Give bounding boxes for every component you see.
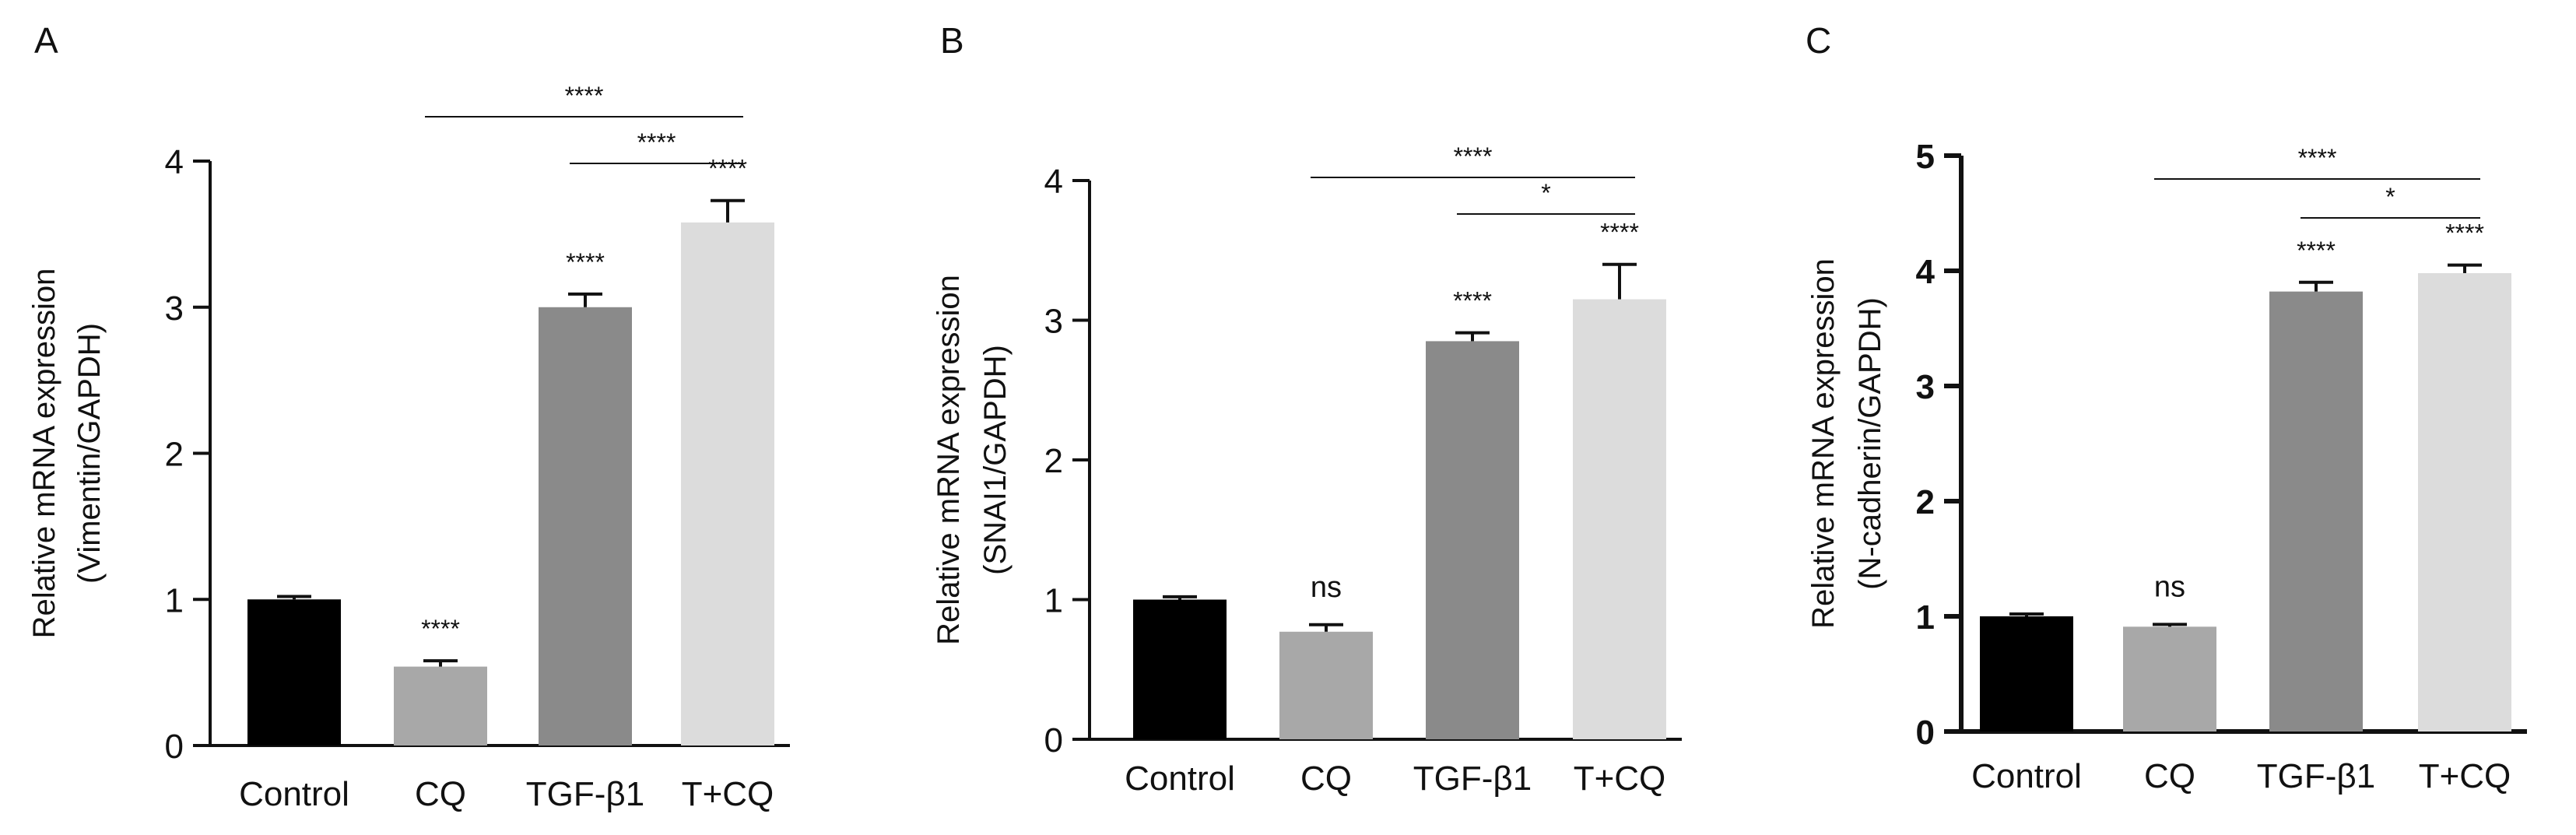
bar-tgf-1 xyxy=(2269,291,2363,732)
y-tick-label: 0 xyxy=(165,728,184,766)
bar-control xyxy=(247,599,341,746)
x-category-label: T+CQ xyxy=(1574,760,1666,798)
x-category-label: TGF-β1 xyxy=(2257,757,2375,795)
y-axis-title: (SNAI1/GAPDH) xyxy=(978,345,1013,575)
y-tick-label: 0 xyxy=(1044,721,1063,760)
bar-t-cq xyxy=(1573,299,1666,739)
bar-cq xyxy=(394,666,487,746)
bar-cq xyxy=(1279,631,1373,739)
comparison-label: **** xyxy=(565,82,604,110)
x-category-label: Control xyxy=(239,775,349,813)
panel-letter: C xyxy=(1806,20,1831,61)
y-tick-label: 2 xyxy=(165,436,184,474)
y-tick-label: 5 xyxy=(1916,138,1935,176)
x-category-label: CQ xyxy=(1300,760,1352,798)
significance-label: **** xyxy=(566,248,605,276)
bar-control xyxy=(1980,616,2073,732)
bar-cq xyxy=(2123,626,2216,732)
bar-tgf-1 xyxy=(1426,341,1519,739)
y-tick-label: 3 xyxy=(1916,368,1935,406)
x-category-label: Control xyxy=(1125,760,1235,798)
y-tick-label: 1 xyxy=(165,581,184,619)
y-tick-label: 1 xyxy=(1044,582,1063,620)
y-tick-label: 3 xyxy=(165,289,184,328)
y-axis-title: Relative mRNA expression xyxy=(27,268,61,639)
y-tick-label: 1 xyxy=(1916,598,1935,637)
panel-letter: B xyxy=(940,20,964,61)
y-tick-label: 4 xyxy=(1916,253,1936,291)
y-axis-title: Relative mRNA expression xyxy=(932,275,966,645)
significance-label: **** xyxy=(2297,237,2336,265)
significance-label: **** xyxy=(1453,287,1492,315)
comparison-label: * xyxy=(1541,179,1550,207)
x-category-label: TGF-β1 xyxy=(1413,760,1532,798)
significance-label: **** xyxy=(421,615,460,643)
comparison-label: **** xyxy=(637,128,676,156)
y-tick-label: 3 xyxy=(1044,303,1063,341)
significance-label: ns xyxy=(1311,571,1342,604)
y-tick-label: 0 xyxy=(1916,714,1935,752)
y-tick-label: 4 xyxy=(1044,163,1063,201)
y-tick-label: 4 xyxy=(165,143,184,181)
significance-label: **** xyxy=(708,155,747,183)
comparison-label: **** xyxy=(1454,142,1493,170)
comparison-label: **** xyxy=(2298,144,2337,172)
y-axis-title: Relative mRNA expression xyxy=(1806,258,1841,629)
x-category-label: T+CQ xyxy=(682,775,774,813)
bar-control xyxy=(1133,599,1227,739)
y-tick-label: 2 xyxy=(1916,483,1935,521)
x-category-label: TGF-β1 xyxy=(526,775,644,813)
panel-a: A 0 1 2 3 4 Relative mRNA expression (Vimentin/… xyxy=(27,20,790,813)
bar-t-cq xyxy=(681,222,774,746)
comparison-label: * xyxy=(2385,183,2395,211)
bar-tgf-1 xyxy=(539,307,632,746)
significance-label: ns xyxy=(2154,570,2185,603)
bar-t-cq xyxy=(2418,272,2511,732)
y-axis-title: (N-cadherin/GAPDH) xyxy=(1853,297,1887,590)
panel-letter: A xyxy=(34,20,58,61)
x-category-label: Control xyxy=(1971,757,2082,795)
panel-b: B 0 1 2 3 4 Relative mRNA expression (SNAI1/GAP… xyxy=(932,20,1682,798)
significance-label: **** xyxy=(1600,219,1639,247)
y-tick-label: 2 xyxy=(1044,442,1063,480)
y-axis-title: (Vimentin/GAPDH) xyxy=(72,323,107,584)
panel-c: C 0 1 2 3 4 5 Relative mRNA expression (N-cadher… xyxy=(1806,20,2527,795)
x-category-label: CQ xyxy=(415,775,466,813)
significance-label: **** xyxy=(2445,219,2484,247)
x-category-label: T+CQ xyxy=(2419,757,2511,795)
x-category-label: CQ xyxy=(2144,757,2195,795)
